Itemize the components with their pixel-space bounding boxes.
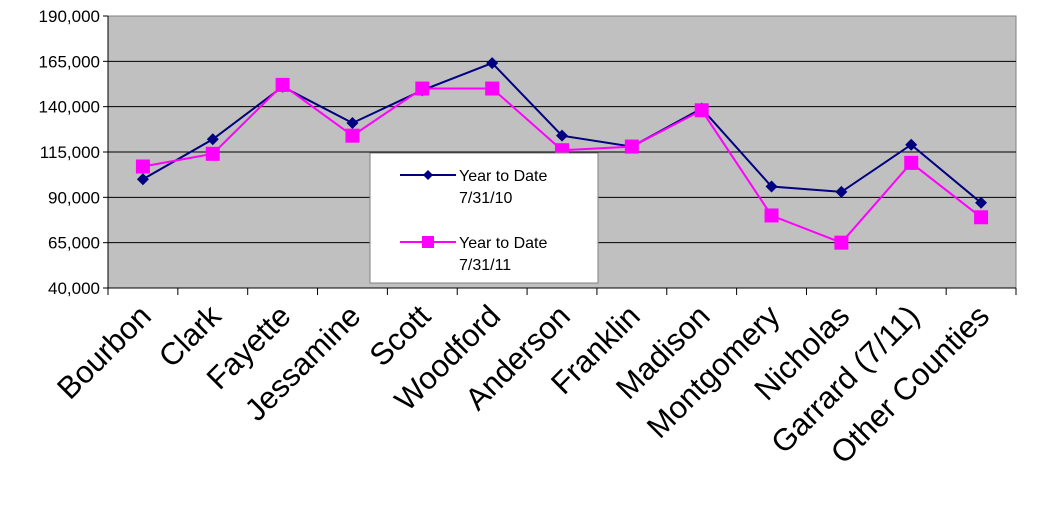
data-point <box>764 208 779 223</box>
data-point <box>345 128 360 143</box>
data-point <box>556 129 568 142</box>
legend-label-series-2-line-2: 7/31/11 <box>459 257 511 274</box>
x-tick-label: Bourbon <box>50 298 158 406</box>
data-point <box>694 103 709 118</box>
legend-entry-series-1: Year to Date 7/31/10 <box>400 168 547 207</box>
legend-marker-square-icon <box>422 236 434 248</box>
data-point <box>485 81 500 96</box>
data-point <box>135 159 150 174</box>
data-point <box>275 77 290 92</box>
x-axis: BourbonClarkFayetteJessamineScottWoodfor… <box>50 287 1017 470</box>
y-tick-label: 165,000 <box>39 52 100 71</box>
y-tick-label: 115,000 <box>40 143 100 162</box>
y-tick-label: 40,000 <box>48 279 100 298</box>
y-tick-label: 65,000 <box>48 234 100 253</box>
data-point <box>136 173 149 186</box>
data-point <box>974 210 989 225</box>
data-point <box>205 146 220 161</box>
data-point <box>834 235 849 250</box>
data-point <box>904 155 919 170</box>
y-tick-label: 90,000 <box>48 188 100 207</box>
data-point <box>486 57 499 70</box>
data-point <box>905 138 918 151</box>
data-point <box>765 180 778 193</box>
data-point <box>975 196 988 209</box>
y-tick-label: 190,000 <box>39 7 100 26</box>
legend-label-series-1-line-2: 7/31/10 <box>459 190 512 207</box>
legend-label-series-1-line-1: Year to Date <box>459 168 547 185</box>
data-point <box>346 116 359 129</box>
y-axis: 40,000 65,000 90,000 115,000 140,000 165,000 1… <box>39 7 109 298</box>
data-point <box>624 139 639 154</box>
legend-label-series-2-line-1: Year to Date <box>459 235 547 252</box>
y-tick-label: 140,000 <box>39 98 100 117</box>
data-point <box>415 81 430 96</box>
legend-entry-series-2: Year to Date 7/31/11 <box>400 235 547 274</box>
data-point <box>835 185 848 198</box>
data-point <box>206 133 219 146</box>
legend-marker-diamond-icon <box>423 170 433 180</box>
legend: Year to Date 7/31/10 Year to Date 7/31/1… <box>369 152 599 284</box>
